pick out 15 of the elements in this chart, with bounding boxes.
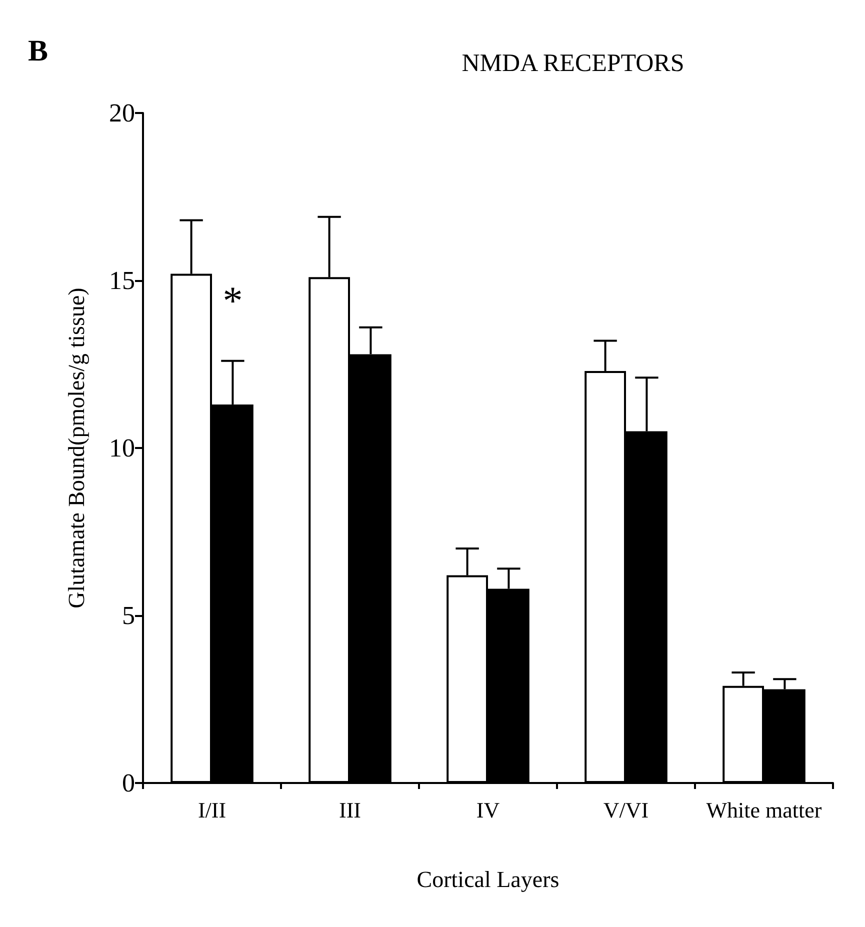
y-axis-title: Glutamate Bound(pmoles/g tissue) — [64, 288, 89, 608]
x-tick-label: III — [339, 798, 361, 822]
x-tick-label: IV — [476, 798, 500, 822]
y-tick-label: 20 — [109, 98, 135, 128]
text: B — [28, 34, 48, 68]
y-tick-label: 10 — [109, 434, 135, 462]
y-tick-label: 0 — [122, 768, 135, 798]
y-tick-label: 15 — [109, 266, 135, 295]
annotation: * — [222, 278, 243, 324]
y-tick-label: 5 — [122, 601, 135, 630]
x-tick-label: White matter — [706, 798, 822, 822]
chart-title: NMDA RECEPTORS — [462, 50, 684, 77]
x-tick-label: V/VI — [603, 798, 649, 822]
x-tick-label: I/II — [198, 798, 226, 822]
x-axis-title: Cortical Layers — [416, 867, 560, 892]
